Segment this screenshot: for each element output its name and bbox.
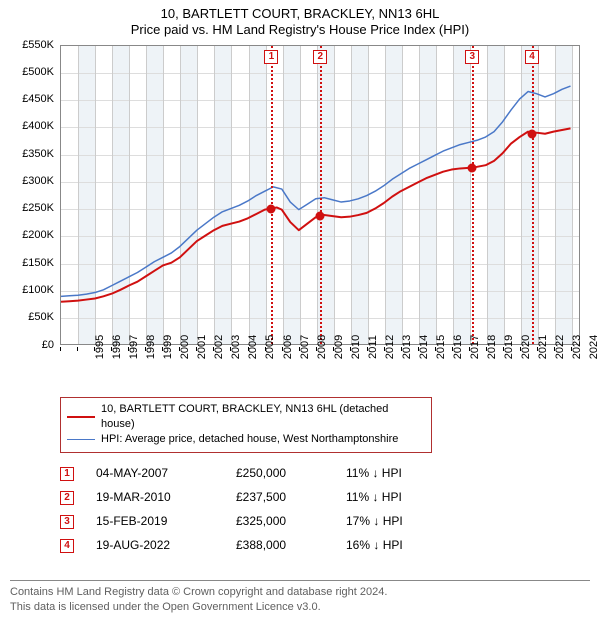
legend-swatch xyxy=(67,416,95,418)
event-line xyxy=(472,46,474,344)
event-marker: 4 xyxy=(60,539,74,553)
y-tick-label: £0 xyxy=(42,339,54,351)
event-dot xyxy=(528,129,537,138)
series-hpi xyxy=(61,86,571,296)
x-tick-label: 2025 xyxy=(571,334,600,358)
x-axis: 1995199619971998199920002001200220032004… xyxy=(60,347,580,395)
arrow-down-icon: ↓ xyxy=(372,490,378,504)
legend-item: 10, BARTLETT COURT, BRACKLEY, NN13 6HL (… xyxy=(67,402,425,433)
event-dot xyxy=(468,164,477,173)
events-table: 1 04-MAY-2007£250,00011% ↓ HPI 2 19-MAR-201… xyxy=(60,461,590,557)
table-row: 3 15-FEB-2019£325,00017% ↓ HPI xyxy=(60,509,590,533)
y-tick-label: £350K xyxy=(22,148,54,160)
table-cell-marker: 2 xyxy=(60,489,96,505)
event-line xyxy=(320,46,322,344)
event-marker: 2 xyxy=(60,491,74,505)
table-row: 4 19-AUG-2022£388,00016% ↓ HPI xyxy=(60,533,590,557)
y-tick-label: £100K xyxy=(22,284,54,296)
table-cell-price: £237,500 xyxy=(236,490,346,504)
legend-item: HPI: Average price, detached house, West… xyxy=(67,432,425,447)
plot-area: 1 2 3 4 xyxy=(60,45,580,345)
event-line xyxy=(271,46,273,344)
event-line xyxy=(532,46,534,344)
event-marker: 2 xyxy=(313,50,327,64)
chart-subtitle: Price paid vs. HM Land Registry's House … xyxy=(10,22,590,38)
event-marker: 3 xyxy=(465,50,479,64)
event-dot xyxy=(267,205,276,214)
event-marker: 3 xyxy=(60,515,74,529)
arrow-down-icon: ↓ xyxy=(372,466,378,480)
y-tick-label: £150K xyxy=(22,257,54,269)
legend-label: HPI: Average price, detached house, West… xyxy=(101,432,398,447)
event-marker: 4 xyxy=(525,50,539,64)
chart-area: £0 £50K £100K £150K £200K £250K £300K £350K £400… xyxy=(10,45,590,395)
y-tick-label: £250K xyxy=(22,202,54,214)
table-cell-price: £250,000 xyxy=(236,466,346,480)
y-tick-label: £550K xyxy=(22,39,54,51)
table-row: 2 19-MAR-2010£237,50011% ↓ HPI xyxy=(60,485,590,509)
footer-line-2: This data is licensed under the Open Gov… xyxy=(10,600,590,614)
legend: 10, BARTLETT COURT, BRACKLEY, NN13 6HL (… xyxy=(60,397,432,453)
table-row: 1 04-MAY-2007£250,00011% ↓ HPI xyxy=(60,461,590,485)
table-cell-diff: 11% ↓ HPI xyxy=(346,466,486,480)
table-cell-price: £325,000 xyxy=(236,514,346,528)
legend-swatch xyxy=(67,439,95,440)
event-marker: 1 xyxy=(60,467,74,481)
table-cell-date: 15-FEB-2019 xyxy=(96,514,236,528)
table-cell-date: 19-MAR-2010 xyxy=(96,490,236,504)
footer: Contains HM Land Registry data © Crown c… xyxy=(10,580,590,614)
table-cell-diff: 16% ↓ HPI xyxy=(346,538,486,552)
table-cell-marker: 4 xyxy=(60,537,96,553)
title-block: 10, BARTLETT COURT, BRACKLEY, NN13 6HL P… xyxy=(10,6,590,39)
y-tick-label: £50K xyxy=(28,311,54,323)
arrow-down-icon: ↓ xyxy=(373,538,379,552)
table-cell-marker: 3 xyxy=(60,513,96,529)
footer-line-1: Contains HM Land Registry data © Crown c… xyxy=(10,585,590,599)
chart-container: 10, BARTLETT COURT, BRACKLEY, NN13 6HL P… xyxy=(0,0,600,620)
table-cell-diff: 17% ↓ HPI xyxy=(346,514,486,528)
event-dot xyxy=(316,211,325,220)
event-marker: 1 xyxy=(264,50,278,64)
table-cell-date: 04-MAY-2007 xyxy=(96,466,236,480)
y-tick-label: £500K xyxy=(22,66,54,78)
table-cell-date: 19-AUG-2022 xyxy=(96,538,236,552)
legend-label: 10, BARTLETT COURT, BRACKLEY, NN13 6HL (… xyxy=(101,402,425,433)
chart-title: 10, BARTLETT COURT, BRACKLEY, NN13 6HL xyxy=(10,6,590,22)
arrow-down-icon: ↓ xyxy=(373,514,379,528)
table-cell-marker: 1 xyxy=(60,465,96,481)
y-tick-label: £200K xyxy=(22,229,54,241)
y-axis: £0£50K£100K£150K£200K£250K£300K£350K£400… xyxy=(10,45,56,345)
y-tick-label: £400K xyxy=(22,120,54,132)
table-cell-diff: 11% ↓ HPI xyxy=(346,490,486,504)
table-cell-price: £388,000 xyxy=(236,538,346,552)
y-tick-label: £300K xyxy=(22,175,54,187)
y-tick-label: £450K xyxy=(22,93,54,105)
